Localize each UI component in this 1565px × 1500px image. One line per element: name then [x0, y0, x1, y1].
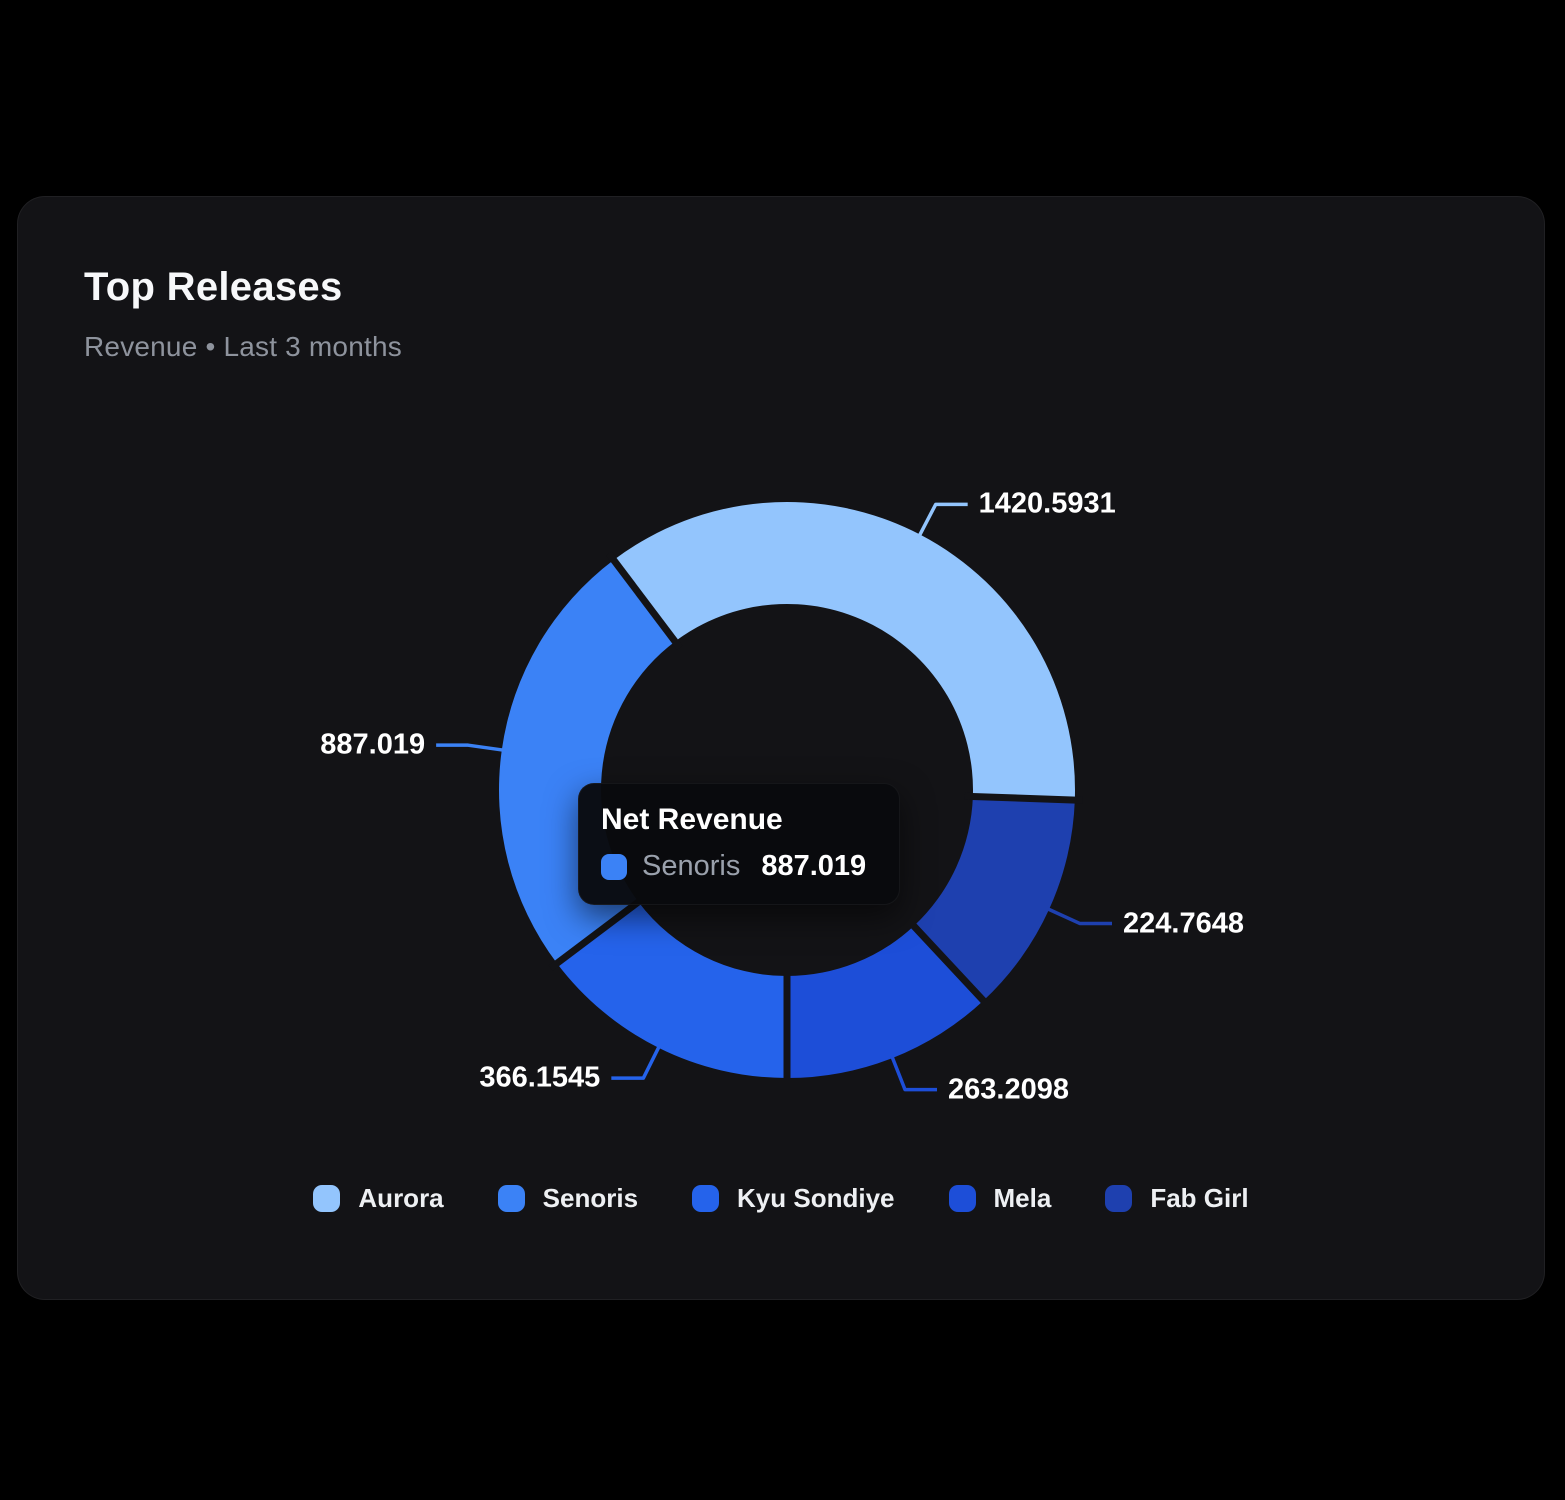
legend-swatch-icon: [1105, 1185, 1133, 1212]
slice-value-label-mela: 263.2098: [948, 1073, 1069, 1106]
label-leader-line: [436, 743, 505, 752]
page-title: Top Releases: [84, 265, 343, 309]
legend-item-label: Aurora: [358, 1183, 444, 1213]
label-leader-line: [611, 1045, 661, 1080]
slice-separator: [606, 551, 683, 650]
legend-item-label: Fab Girl: [1150, 1183, 1249, 1213]
legend-swatch-icon: [313, 1185, 341, 1212]
series-swatch-icon: [601, 853, 627, 880]
pie-slice-fab-girl[interactable]: [913, 796, 1075, 1001]
tooltip-row: Senoris 887.019: [601, 850, 875, 883]
tooltip-value: 887.019: [761, 850, 867, 882]
slice-separator: [905, 917, 992, 1009]
legend-item-fab-girl[interactable]: Fab Girl: [1105, 1183, 1249, 1214]
card-subtitle: Revenue • Last 3 months: [84, 331, 402, 362]
slice-separator: [964, 792, 1083, 804]
tooltip: Net Revenue Senoris 887.019: [578, 783, 900, 905]
legend-swatch-icon: [948, 1185, 976, 1212]
legend-item-label: Senoris: [542, 1183, 639, 1213]
top-releases-card: Top Releases Revenue • Last 3 months Aur…: [17, 196, 1545, 1300]
legend-item-mela[interactable]: Mela: [948, 1183, 1052, 1214]
pie-slice-kyu-sondiye[interactable]: [556, 901, 787, 1078]
legend-item-senoris[interactable]: Senoris: [497, 1183, 639, 1214]
slice-separator: [548, 894, 647, 971]
slice-value-label-fab-girl: 224.7648: [1123, 907, 1244, 940]
legend-swatch-icon: [692, 1185, 720, 1212]
pie-slice-aurora[interactable]: [613, 501, 1075, 801]
pie-slice-senoris[interactable]: [498, 559, 676, 964]
legend-item-aurora[interactable]: Aurora: [313, 1183, 444, 1214]
legend: Aurora Senoris Kyu Sondiye Mela Fab Girl: [18, 1183, 1544, 1214]
label-leader-line: [1046, 907, 1113, 926]
label-leader-line: [890, 1055, 938, 1092]
pie-slice-mela[interactable]: [787, 926, 984, 1078]
legend-item-label: Mela: [993, 1183, 1052, 1213]
slice-value-label-aurora: 1420.5931: [978, 487, 1116, 520]
slice-value-label-senoris: 887.019: [320, 728, 426, 761]
label-leader-line: [917, 502, 968, 538]
legend-swatch-icon: [497, 1185, 525, 1212]
tooltip-title: Net Revenue: [601, 803, 783, 836]
legend-item-label: Kyu Sondiye: [737, 1183, 895, 1213]
tooltip-series-name: Senoris: [642, 850, 741, 882]
legend-item-kyu-sondiye[interactable]: Kyu Sondiye: [692, 1183, 895, 1214]
slice-value-label-kyu-sondiye: 366.1545: [479, 1061, 601, 1094]
